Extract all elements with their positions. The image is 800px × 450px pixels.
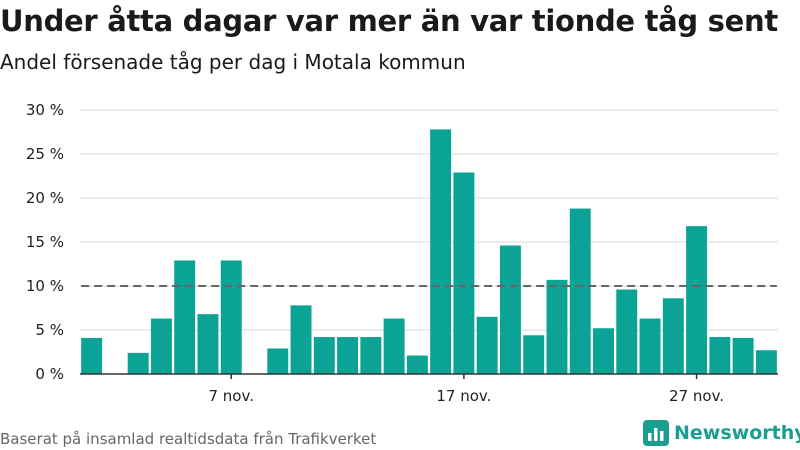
x-axis: 7 nov. 17 nov. 27 nov. xyxy=(80,374,778,405)
bar xyxy=(360,337,381,374)
y-tick-label: 25 % xyxy=(26,145,64,163)
bar xyxy=(314,337,335,374)
bars xyxy=(81,129,777,374)
bar xyxy=(663,298,684,374)
bar xyxy=(593,328,614,374)
bar-chart: 0 % 5 % 10 % 15 % 20 % 25 % 30 % 7 nov. 17 nov.… xyxy=(0,0,800,420)
y-axis-labels: 0 % 5 % 10 % 15 % 20 % 25 % 30 % xyxy=(26,101,64,383)
bar xyxy=(733,338,754,374)
bar-chart-logo-icon xyxy=(643,420,669,446)
bar xyxy=(337,337,358,374)
bar xyxy=(616,290,637,374)
bar xyxy=(453,172,474,374)
y-tick-label: 10 % xyxy=(26,277,64,295)
bar xyxy=(546,280,567,374)
x-tick-label: 27 nov. xyxy=(669,387,724,405)
brand-name: Newsworthy xyxy=(674,422,800,444)
bar xyxy=(477,317,498,374)
bar xyxy=(430,129,451,374)
bar xyxy=(384,319,405,374)
brand-logo: Newsworthy xyxy=(643,420,800,446)
bar xyxy=(151,319,172,374)
y-tick-label: 5 % xyxy=(35,321,64,339)
bar xyxy=(221,260,242,374)
x-tick-label: 17 nov. xyxy=(436,387,491,405)
bar xyxy=(570,209,591,374)
y-tick-label: 0 % xyxy=(35,365,64,383)
bar xyxy=(686,226,707,374)
y-tick-label: 15 % xyxy=(26,233,64,251)
bar xyxy=(709,337,730,374)
bar xyxy=(500,246,521,374)
y-tick-label: 20 % xyxy=(26,189,64,207)
bar xyxy=(756,350,777,374)
bar xyxy=(640,319,661,374)
bar xyxy=(81,338,102,374)
bar xyxy=(128,353,149,374)
source-note: Baserat på insamlad realtidsdata från Tr… xyxy=(0,430,376,448)
bar xyxy=(407,356,428,374)
y-tick-label: 30 % xyxy=(26,101,64,119)
bar xyxy=(291,305,312,374)
bar xyxy=(197,314,218,374)
bar xyxy=(174,260,195,374)
bar xyxy=(523,335,544,374)
x-tick-label: 7 nov. xyxy=(208,387,253,405)
bar xyxy=(267,348,288,374)
